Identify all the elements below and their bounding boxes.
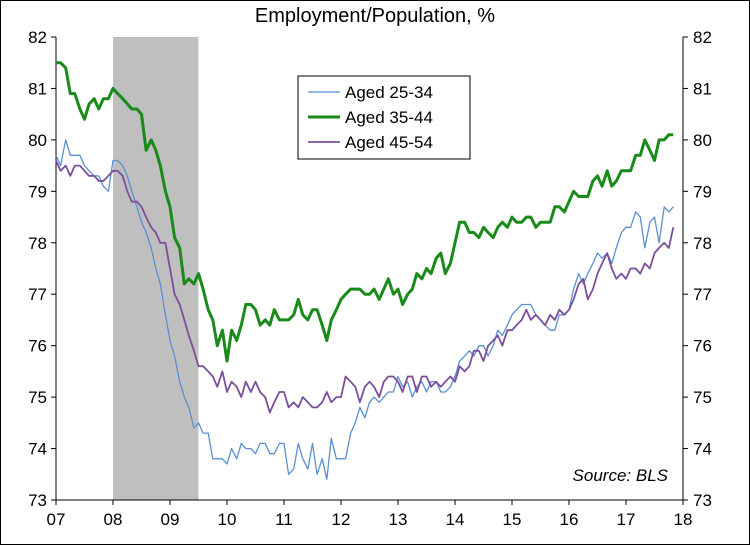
x-tick-label: 17 [617, 510, 636, 529]
x-tick-label: 07 [47, 510, 66, 529]
x-tick-label: 11 [275, 510, 293, 529]
y-tick-label-left: 81 [28, 79, 47, 98]
y-tick-label-right: 81 [693, 79, 712, 98]
y-tick-label-left: 78 [28, 234, 47, 253]
legend-label: Aged 25-34 [345, 83, 433, 102]
series-line-aged-45-54 [55, 160, 675, 414]
legend-label: Aged 45-54 [345, 133, 433, 152]
y-tick-label-left: 76 [28, 337, 47, 356]
y-tick-label-right: 80 [693, 131, 712, 150]
source-note: Source: BLS [573, 466, 669, 485]
series-line-aged-35-44 [56, 61, 674, 363]
x-tick-label: 18 [674, 510, 693, 529]
y-tick-label-right: 77 [693, 285, 712, 304]
y-tick-label-right: 79 [693, 182, 712, 201]
x-tick-label: 13 [389, 510, 408, 529]
x-tick-label: 10 [218, 510, 237, 529]
x-tick-label: 14 [446, 510, 465, 529]
y-tick-label-left: 82 [28, 28, 47, 47]
y-tick-label-left: 74 [28, 440, 47, 459]
y-tick-label-right: 74 [693, 440, 712, 459]
y-tick-label-left: 75 [28, 388, 47, 407]
y-tick-label-right: 75 [693, 388, 712, 407]
chart-title: Employment/Population, % [255, 5, 495, 27]
legend: Aged 25-34 Aged 35-44 Aged 45-54 [297, 75, 471, 160]
y-tick-label-right: 82 [693, 28, 712, 47]
x-tick-label: 12 [332, 510, 351, 529]
legend-label: Aged 35-44 [345, 108, 433, 127]
axes-layer: 73 73 74 74 75 75 76 76 77 77 78 78 79 79 80 80 81 81 82 82… [28, 28, 712, 529]
series-layer [55, 61, 675, 481]
x-tick-label: 09 [161, 510, 180, 529]
x-tick-label: 16 [560, 510, 579, 529]
y-tick-label-right: 76 [693, 337, 712, 356]
series-line-aged-25-34 [55, 139, 674, 481]
y-tick-label-left: 79 [28, 182, 47, 201]
y-tick-label-right: 73 [693, 491, 712, 510]
x-tick-label: 15 [503, 510, 522, 529]
y-tick-label-left: 77 [28, 285, 47, 304]
y-tick-label-left: 73 [28, 491, 47, 510]
y-tick-label-right: 78 [693, 234, 712, 253]
x-tick-label: 08 [104, 510, 123, 529]
y-tick-label-left: 80 [28, 131, 47, 150]
